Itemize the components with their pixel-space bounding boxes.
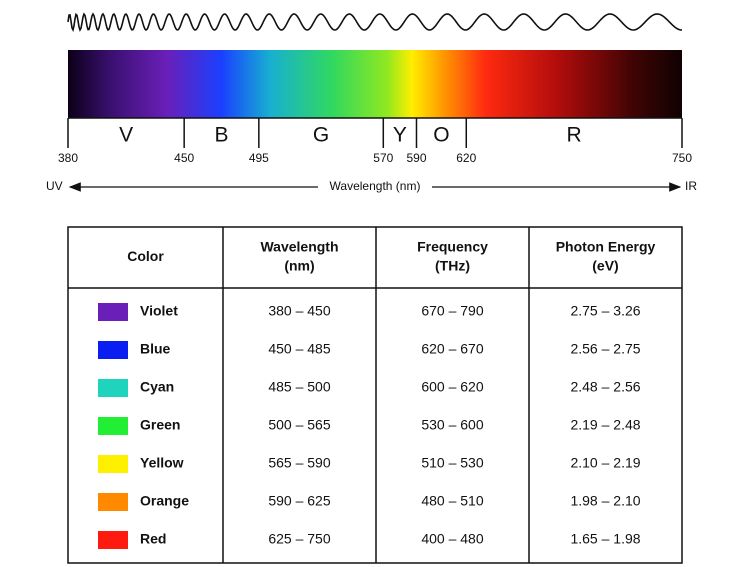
wave: [67, 12, 683, 33]
frequency-cell: 670 – 790: [421, 303, 483, 319]
wavelength-cell: 565 – 590: [268, 455, 330, 471]
wavelength-cell: 590 – 625: [268, 493, 330, 509]
wavelength-cell: 485 – 500: [268, 379, 330, 395]
band-label: B: [214, 124, 228, 147]
band-label: R: [567, 124, 582, 147]
color-name: Cyan: [140, 379, 174, 395]
color-swatch: [98, 493, 128, 511]
color-name: Violet: [140, 303, 178, 319]
wavelength-cell: 500 – 565: [268, 417, 330, 433]
frequency-cell: 530 – 600: [421, 417, 483, 433]
energy-cell: 1.65 – 1.98: [570, 531, 640, 547]
column-header: Photon Energy: [556, 239, 656, 255]
tick-label: 450: [174, 151, 194, 165]
tick-label: 495: [249, 151, 269, 165]
table-frame: [67, 226, 683, 564]
energy-cell: 2.56 – 2.75: [570, 341, 640, 357]
column-header: (nm): [284, 258, 314, 274]
frequency-cell: 400 – 480: [421, 531, 483, 547]
wavelength-cell: 380 – 450: [268, 303, 330, 319]
color-swatch: [98, 531, 128, 549]
frequency-cell: 600 – 620: [421, 379, 483, 395]
color-swatch: [98, 341, 128, 359]
energy-cell: 2.75 – 3.26: [570, 303, 640, 319]
column-header: Wavelength: [260, 239, 338, 255]
color-name: Green: [140, 417, 180, 433]
color-swatch: [98, 417, 128, 435]
frequency-cell: 510 – 530: [421, 455, 483, 471]
color-name: Orange: [140, 493, 189, 509]
column-header: Frequency: [417, 239, 488, 255]
color-name: Yellow: [140, 455, 184, 471]
spectrum-bar: [68, 50, 682, 118]
column-header: (THz): [435, 258, 470, 274]
band-label: Y: [393, 124, 407, 147]
tick-label: 380: [58, 151, 78, 165]
color-name: Blue: [140, 341, 171, 357]
energy-cell: 1.98 – 2.10: [570, 493, 640, 509]
frequency-cell: 620 – 670: [421, 341, 483, 357]
column-header: Color: [127, 248, 164, 264]
energy-cell: 2.10 – 2.19: [570, 455, 640, 471]
frequency-cell: 480 – 510: [421, 493, 483, 509]
color-name: Red: [140, 531, 166, 547]
color-swatch: [98, 303, 128, 321]
wavelength-cell: 625 – 750: [268, 531, 330, 547]
energy-cell: 2.19 – 2.48: [570, 417, 640, 433]
band-label: O: [433, 124, 449, 147]
color-swatch: [98, 455, 128, 473]
ir-label: IR: [685, 179, 697, 193]
column-header: (eV): [592, 258, 618, 274]
wavelength-cell: 450 – 485: [268, 341, 330, 357]
tick-label: 590: [406, 151, 426, 165]
uv-label: UV: [46, 179, 63, 193]
tick-label: 570: [373, 151, 393, 165]
color-swatch: [98, 379, 128, 397]
tick-label: 750: [672, 151, 692, 165]
energy-cell: 2.48 – 2.56: [570, 379, 640, 395]
band-label: V: [119, 124, 133, 147]
tick-label: 620: [456, 151, 476, 165]
axis-label: Wavelength (nm): [330, 179, 421, 193]
band-label: G: [313, 124, 329, 147]
